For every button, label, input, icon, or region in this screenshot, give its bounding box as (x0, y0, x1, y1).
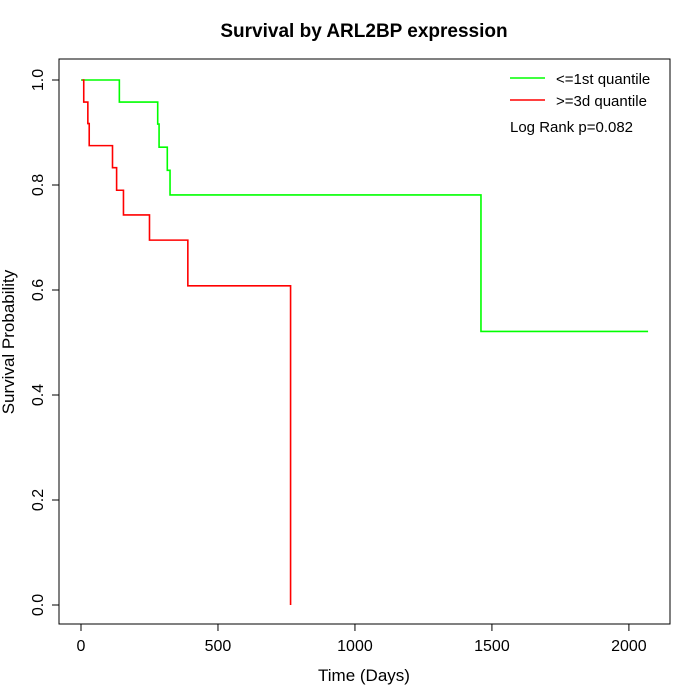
y-tick-label: 0.4 (30, 384, 47, 406)
survival-curve-low (81, 79, 649, 333)
x-tick-label: 500 (205, 638, 232, 655)
chart-title: Survival by ARL2BP expression (220, 21, 507, 42)
y-tick-label: 0.0 (30, 594, 47, 616)
x-axis: 0 500 1000 1500 2000 (77, 623, 647, 655)
x-tick-label: 0 (77, 638, 86, 655)
y-tick-label: 0.2 (30, 489, 47, 511)
y-tick-label: 0.8 (30, 174, 47, 196)
log-rank-annotation: Log Rank p=0.082 (510, 119, 633, 136)
survival-curves (81, 79, 649, 605)
x-tick-label: 1000 (337, 638, 373, 655)
plot-frame (58, 58, 671, 625)
x-axis-label: Time (Days) (318, 666, 410, 685)
legend-label-low: <=1st quantile (556, 71, 650, 88)
legend-label-high: >=3d quantile (556, 93, 647, 110)
y-axis: 0.0 0.2 0.4 0.6 0.8 1.0 (30, 69, 60, 616)
legend: <=1st quantile >=3d quantile (510, 71, 650, 110)
y-tick-label: 1.0 (30, 69, 47, 91)
y-tick-label: 0.6 (30, 279, 47, 301)
y-axis-label: Survival Probability (0, 269, 18, 414)
x-tick-label: 2000 (611, 638, 647, 655)
survival-curve-high (82, 79, 292, 605)
x-tick-label: 1500 (474, 638, 510, 655)
